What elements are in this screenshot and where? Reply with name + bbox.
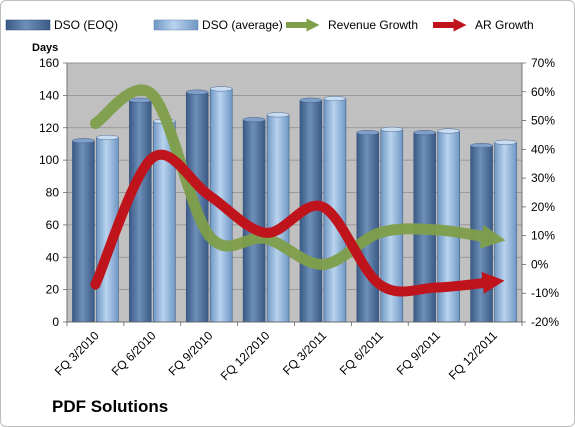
series-lines xyxy=(89,84,506,297)
y-axis-left-tick-label: 40 xyxy=(46,250,60,264)
bar-dso-average-top xyxy=(96,134,119,140)
company-name: PDF Solutions xyxy=(52,397,168,416)
bar-dso-average-top xyxy=(494,139,517,145)
y-axis-right-tick-label: 30% xyxy=(531,171,555,185)
legend: DSO (EOQ) DSO (average) Revenue Growth A… xyxy=(5,18,534,32)
x-axis-tick-label: FQ 9/2010 xyxy=(166,328,216,378)
legend-label-ar-growth: AR Growth xyxy=(475,18,534,32)
x-axis: FQ 3/2010 FQ 6/2010 FQ 9/2010 FQ 12/2010 FQ … xyxy=(52,321,523,383)
line-revenue-growth xyxy=(89,84,506,270)
bar-dso-eoq-top xyxy=(72,138,95,144)
bar-dso-average-top xyxy=(380,126,404,132)
y-axis-right-tick-label: 10% xyxy=(531,229,555,243)
bar-dso-average-top xyxy=(323,96,347,102)
y-axis-left-tick-label: 20 xyxy=(46,283,60,297)
y-axis-left-title: Days xyxy=(32,42,58,54)
y-axis-left-tick-label: 140 xyxy=(39,88,59,102)
legend-label-dso-avg: DSO (average) xyxy=(202,18,283,32)
y-axis-right: -20% -10% 0% 10% 20% 30% 40% 50% 60% 70% xyxy=(521,56,559,329)
x-axis-tick-label: FQ 3/2011 xyxy=(280,328,330,378)
y-axis-right-tick-label: -10% xyxy=(531,286,559,300)
y-axis-left-tick-label: 100 xyxy=(39,153,59,167)
legend-label-revenue-growth: Revenue Growth xyxy=(328,18,418,32)
bar-dso-average-top xyxy=(437,128,460,134)
bar-dso-eoq xyxy=(72,140,95,323)
x-axis-tick-label: FQ 12/2011 xyxy=(446,328,500,382)
bar-dso-average-top xyxy=(266,112,290,118)
y-axis-left-tick-label: 60 xyxy=(46,218,60,232)
legend-label-dso-eoq: DSO (EOQ) xyxy=(54,18,118,32)
bar-dso-average xyxy=(494,142,517,323)
y-axis-right-tick-label: 50% xyxy=(531,114,555,128)
y-axis-right-tick-label: 0% xyxy=(531,257,549,271)
legend-swatch-dso-avg xyxy=(153,19,199,31)
x-axis-tick-label: FQ 6/2011 xyxy=(337,328,387,378)
bar-dso-average-top xyxy=(209,86,233,92)
y-axis-left-tick-label: 80 xyxy=(46,186,60,200)
x-axis-tick-label: FQ 9/2011 xyxy=(394,328,444,378)
bar-dso-eoq-top xyxy=(470,143,493,149)
x-axis-tick-label: FQ 3/2010 xyxy=(52,328,102,378)
y-axis-left-tick-label: 160 xyxy=(39,56,59,70)
bar-dso-eoq-top xyxy=(299,97,323,103)
y-axis-right-tick-label: 40% xyxy=(531,142,555,156)
x-axis-tick-label: FQ 6/2010 xyxy=(109,328,159,378)
y-axis-right-tick-label: 60% xyxy=(531,85,555,99)
bar-dso-eoq-top xyxy=(185,89,209,95)
y-axis-left: 0 20 40 60 80 100 120 140 160 xyxy=(39,56,68,329)
bar-dso-eoq-top xyxy=(356,130,380,136)
bar-dso-eoq-top xyxy=(129,97,152,103)
bar-dso-eoq xyxy=(356,132,380,323)
y-axis-left-tick-label: 0 xyxy=(52,315,59,329)
y-axis-right-tick-label: 70% xyxy=(531,56,555,70)
bar-dso-eoq-top xyxy=(242,117,266,123)
y-axis-left-tick-label: 120 xyxy=(39,121,59,135)
y-axis-right-tick-label: -20% xyxy=(531,315,559,329)
legend-swatch-dso-eoq xyxy=(5,19,51,31)
x-axis-tick-label: FQ 12/2010 xyxy=(218,328,273,383)
line-ar-growth xyxy=(90,149,505,297)
bar-dso-eoq xyxy=(129,99,152,323)
bar-dso-eoq-top xyxy=(413,130,436,136)
y-axis-right-tick-label: 20% xyxy=(531,200,555,214)
